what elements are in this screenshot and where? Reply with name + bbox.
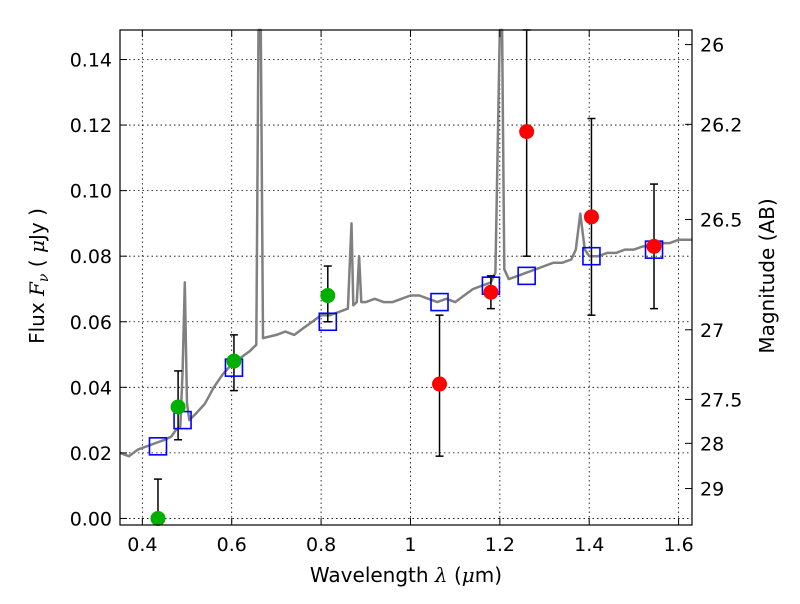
- mag-tick-label: 26.5: [700, 209, 742, 231]
- model-photometry-square: [318, 312, 338, 332]
- x-tick-label: 1: [404, 534, 416, 556]
- x-tick-label: 1.4: [574, 534, 604, 556]
- observed-point: [519, 124, 535, 140]
- x-tick-label: 1.6: [663, 534, 693, 556]
- spectrum-layer: [119, 28, 692, 458]
- grid: [120, 30, 692, 525]
- y-tick-label: 0.00: [70, 508, 112, 530]
- observed-point: [432, 376, 448, 392]
- mag-tick-label: 29: [700, 479, 724, 501]
- y-tick-label: 0.08: [70, 246, 112, 268]
- mag-tick-label: 27: [700, 320, 724, 342]
- mag-tick-label: 28: [700, 433, 724, 455]
- y-tick-label: 0.12: [70, 115, 112, 137]
- mag-tick-label: 26: [700, 35, 724, 57]
- mag-tick-label: 26.2: [700, 114, 742, 136]
- y-tick-label: 0.02: [70, 443, 112, 465]
- x-tick-label: 0.4: [127, 534, 157, 556]
- observed-point: [646, 238, 662, 254]
- x-axis-title: Wavelength λ (μm): [310, 563, 502, 587]
- y-tick-label: 0.14: [70, 50, 112, 72]
- x-tick-label: 0.8: [306, 534, 336, 556]
- y-tick-label: 0.10: [70, 181, 112, 203]
- x-tick-label: 0.6: [217, 534, 247, 556]
- ticks: 0.4 0.6 0.8 1 1.2 1.4 1.6 0.00 0.02 0.04 0.06 0.08 0…: [70, 30, 742, 556]
- plot-frame: [119, 29, 693, 526]
- model-photometry-square: [148, 437, 168, 456]
- observed-point: [320, 288, 336, 304]
- y-tick-label: 0.06: [70, 312, 112, 334]
- model-photometry-square: [430, 292, 449, 312]
- observed-point: [483, 284, 499, 300]
- y-axis-right-title: Magnitude (AB): [755, 198, 779, 353]
- mag-tick-label: 27.5: [700, 389, 742, 411]
- model-photometry-square: [517, 266, 536, 286]
- errorbar-layer: [153, 29, 659, 520]
- observed-photometry-layer: [150, 124, 662, 526]
- spectrum-line: [119, 28, 692, 458]
- observed-point: [150, 510, 166, 526]
- model-photometry-layer: [148, 240, 664, 456]
- y-tick-label: 0.04: [70, 377, 112, 399]
- model-photometry-square: [582, 246, 601, 266]
- x-tick-label: 1.2: [485, 534, 515, 556]
- observed-point: [226, 353, 242, 369]
- observed-point: [170, 399, 186, 415]
- observed-point: [583, 209, 599, 225]
- y-axis-title: Flux Fν ( μJy ): [25, 208, 52, 344]
